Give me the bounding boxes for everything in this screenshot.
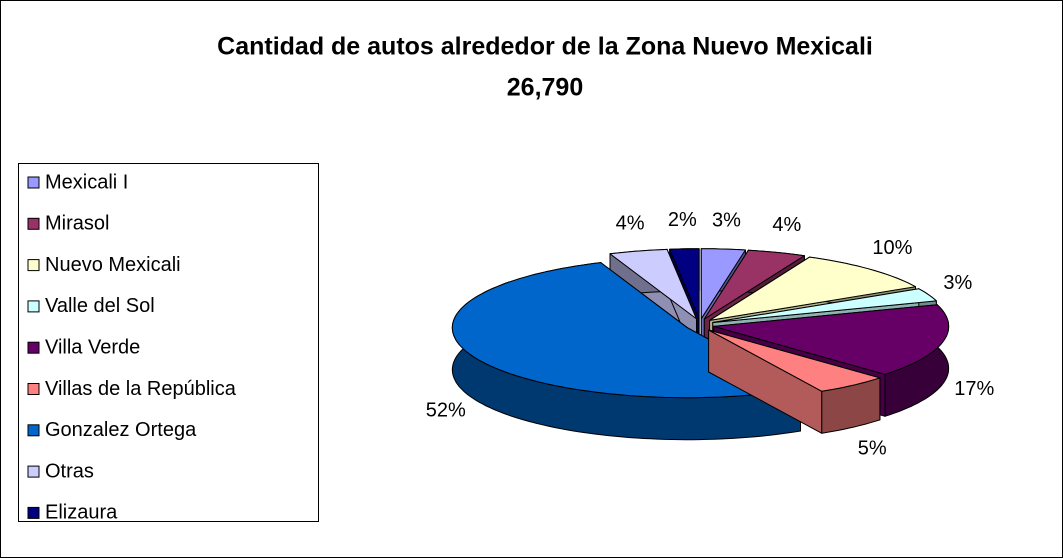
data-label: 3%	[943, 272, 972, 294]
slice-top	[700, 248, 746, 320]
legend-box	[18, 163, 319, 522]
data-label: 52%	[426, 400, 466, 422]
legend-label: Elizaura	[45, 502, 118, 524]
legend-label: Valle del Sol	[45, 295, 155, 317]
legend-label: Nuevo Mexicali	[45, 254, 181, 276]
slice-top	[708, 329, 881, 392]
legend-swatch	[27, 424, 40, 437]
legend-label: Gonzalez Ortega	[45, 419, 197, 441]
pie-slice	[708, 329, 881, 434]
legend-label: Villas de la República	[45, 378, 237, 400]
legend-label: Otras	[45, 460, 94, 482]
slice-top	[709, 256, 916, 321]
legend-swatch	[27, 341, 40, 354]
slice-top	[703, 249, 805, 320]
legend-label: Mexicali I	[45, 171, 128, 193]
chart-title: Cantidad de autos alrededor de la Zona N…	[217, 33, 873, 61]
data-label: 4%	[616, 212, 645, 234]
legend-swatch	[27, 259, 40, 272]
legend-label: Mirasol	[45, 213, 109, 235]
chart-subtitle: 26,790	[507, 74, 583, 102]
legend-swatch	[27, 383, 40, 395]
data-label: 5%	[858, 438, 887, 460]
data-label: 2%	[668, 209, 697, 231]
data-label: 4%	[772, 214, 801, 236]
slice-top	[713, 304, 950, 375]
data-label: 10%	[872, 237, 912, 259]
data-label: 17%	[954, 378, 994, 400]
legend-label: Villa Verde	[45, 336, 140, 358]
data-label: 3%	[712, 209, 741, 231]
slice-top	[712, 288, 937, 323]
legend-swatch	[27, 506, 40, 519]
legend-swatch	[27, 217, 40, 230]
slice-top	[609, 248, 697, 320]
legend-swatch	[27, 465, 40, 478]
slice-top	[669, 248, 700, 320]
legend-swatch	[27, 176, 40, 189]
legend-swatch	[27, 300, 40, 313]
